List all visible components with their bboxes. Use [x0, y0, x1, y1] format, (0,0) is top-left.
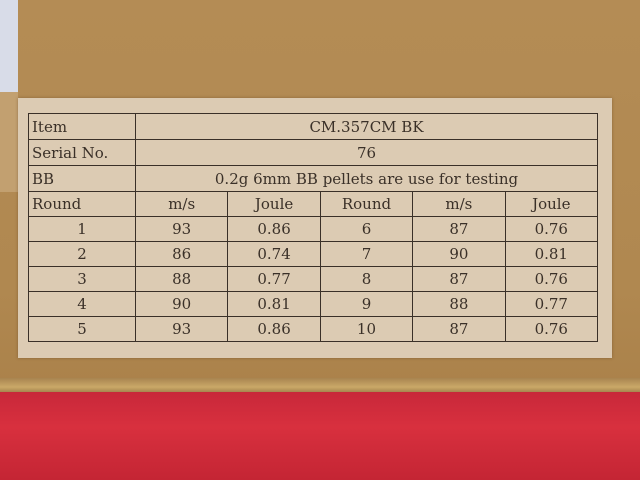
cell: 87 — [412, 216, 506, 242]
blue-object-edge — [0, 0, 18, 92]
cell: 0.76 — [504, 266, 599, 292]
table-row: 4 90 0.81 9 88 0.77 — [28, 291, 599, 317]
cell: 5 — [28, 316, 136, 342]
cell: 87 — [412, 316, 506, 342]
table-row: 2 86 0.74 7 90 0.81 — [28, 241, 599, 267]
cell: 4 — [28, 291, 136, 317]
cell: 7 — [319, 241, 414, 267]
table-row: 1 93 0.86 6 87 0.76 — [28, 216, 599, 242]
item-label: Item — [28, 113, 136, 140]
cell: 86 — [134, 241, 229, 267]
test-results-table: Item CM.357CM BK Serial No. 76 BB 0.2g 6… — [28, 113, 599, 342]
header-round: Round — [319, 191, 414, 217]
header-row: Round m/s Joule Round m/s Joule — [28, 191, 599, 217]
cell: 8 — [319, 266, 414, 292]
header-speed: m/s — [412, 191, 506, 217]
cell: 10 — [319, 316, 414, 342]
bb-value: 0.2g 6mm BB pellets are use for testing — [135, 165, 598, 192]
table-row: 5 93 0.86 10 87 0.76 — [28, 316, 599, 342]
cell: 0.81 — [227, 291, 321, 317]
cardboard-edge — [0, 92, 18, 192]
cell: 0.77 — [504, 291, 599, 317]
cell: 0.76 — [504, 216, 599, 242]
bb-label: BB — [28, 165, 136, 192]
cell: 88 — [134, 266, 229, 292]
cell: 1 — [28, 216, 136, 242]
item-value: CM.357CM BK — [135, 113, 598, 140]
cell: 3 — [28, 266, 136, 292]
cell: 0.86 — [227, 316, 321, 342]
cell: 93 — [134, 316, 229, 342]
cardboard-bottom-edge — [0, 378, 640, 396]
serial-row: Serial No. 76 — [28, 139, 598, 166]
cell: 0.77 — [227, 266, 321, 292]
cell: 0.81 — [504, 241, 599, 267]
item-row: Item CM.357CM BK — [28, 113, 598, 140]
cell: 0.74 — [227, 241, 321, 267]
cell: 9 — [319, 291, 414, 317]
header-joule: Joule — [227, 191, 321, 217]
cell: 90 — [134, 291, 229, 317]
cell: 6 — [319, 216, 414, 242]
cell: 0.86 — [227, 216, 321, 242]
serial-value: 76 — [135, 139, 598, 166]
serial-label: Serial No. — [28, 139, 136, 166]
cell: 87 — [412, 266, 506, 292]
bb-row: BB 0.2g 6mm BB pellets are use for testi… — [28, 165, 598, 192]
cell: 93 — [134, 216, 229, 242]
red-fabric — [0, 392, 640, 480]
header-speed: m/s — [134, 191, 229, 217]
cell: 88 — [412, 291, 506, 317]
cell: 2 — [28, 241, 136, 267]
header-round: Round — [28, 191, 136, 217]
header-joule: Joule — [504, 191, 599, 217]
test-label: Item CM.357CM BK Serial No. 76 BB 0.2g 6… — [18, 98, 612, 358]
cell: 0.76 — [504, 316, 599, 342]
table-row: 3 88 0.77 8 87 0.76 — [28, 266, 599, 292]
cell: 90 — [412, 241, 506, 267]
